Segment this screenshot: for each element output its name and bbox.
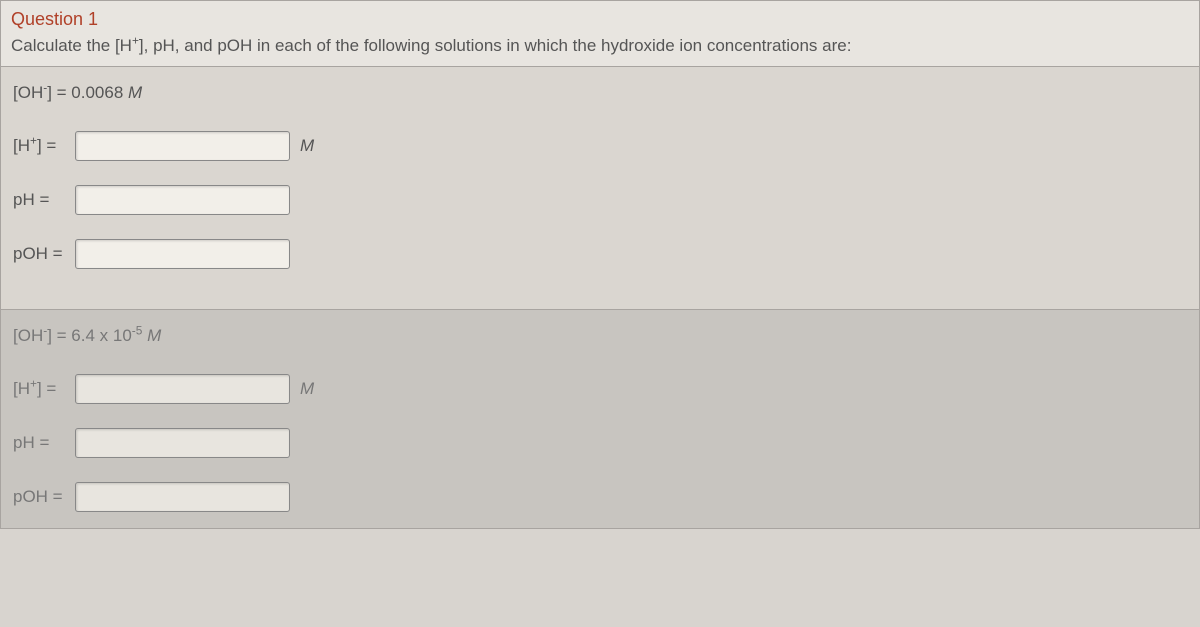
part1-given-unit: M (128, 83, 142, 102)
part-2: [OH-] = 6.4 x 10-5 M [H+] = M pH = pOH = (0, 310, 1200, 529)
prompt-suffix: ], pH, and pOH in each of the following … (139, 36, 852, 55)
part2-ph-row: pH = (13, 428, 1187, 458)
part2-hplus-input[interactable] (75, 374, 290, 404)
p2-hplus-suf: ] = (37, 379, 56, 398)
prompt-sup: + (132, 33, 139, 47)
part1-given: [OH-] = 0.0068 M (13, 83, 1187, 103)
question-prompt: Calculate the [H+], pH, and pOH in each … (11, 36, 1189, 56)
p2-hplus-pre: [H (13, 379, 30, 398)
question-header: Question 1 Calculate the [H+], pH, and p… (0, 0, 1200, 67)
part1-ph-input[interactable] (75, 185, 290, 215)
part1-hplus-label: [H+] = (13, 136, 75, 156)
p2-given-pre: [OH (13, 326, 43, 345)
part1-ph-row: pH = (13, 185, 1187, 215)
part2-poh-input[interactable] (75, 482, 290, 512)
part2-hplus-row: [H+] = M (13, 374, 1187, 404)
part1-hplus-row: [H+] = M (13, 131, 1187, 161)
part1-poh-label: pOH = (13, 244, 75, 264)
p1-hplus-sup: + (30, 133, 37, 147)
p2-given-unit: M (142, 326, 161, 345)
part1-poh-input[interactable] (75, 239, 290, 269)
part1-hplus-input[interactable] (75, 131, 290, 161)
part1-ph-label: pH = (13, 190, 75, 210)
part2-poh-label: pOH = (13, 487, 75, 507)
part1-hplus-unit: M (300, 136, 314, 156)
p1-hplus-pre: [H (13, 136, 30, 155)
p2-given-exp: -5 (132, 323, 143, 337)
part1-poh-row: pOH = (13, 239, 1187, 269)
p2-hplus-sup: + (30, 376, 37, 390)
part1-given-prefix: [OH (13, 83, 43, 102)
question-title: Question 1 (11, 9, 1189, 30)
part2-ph-input[interactable] (75, 428, 290, 458)
p1-hplus-suf: ] = (37, 136, 56, 155)
prompt-prefix: Calculate the [H (11, 36, 132, 55)
part2-hplus-unit: M (300, 379, 314, 399)
part2-given: [OH-] = 6.4 x 10-5 M (13, 326, 1187, 346)
part1-given-suffix: ] = 0.0068 (47, 83, 128, 102)
p2-given-suf: ] = 6.4 x 10 (47, 326, 132, 345)
part2-poh-row: pOH = (13, 482, 1187, 512)
part2-hplus-label: [H+] = (13, 379, 75, 399)
part2-ph-label: pH = (13, 433, 75, 453)
part-1: [OH-] = 0.0068 M [H+] = M pH = pOH = (0, 67, 1200, 310)
